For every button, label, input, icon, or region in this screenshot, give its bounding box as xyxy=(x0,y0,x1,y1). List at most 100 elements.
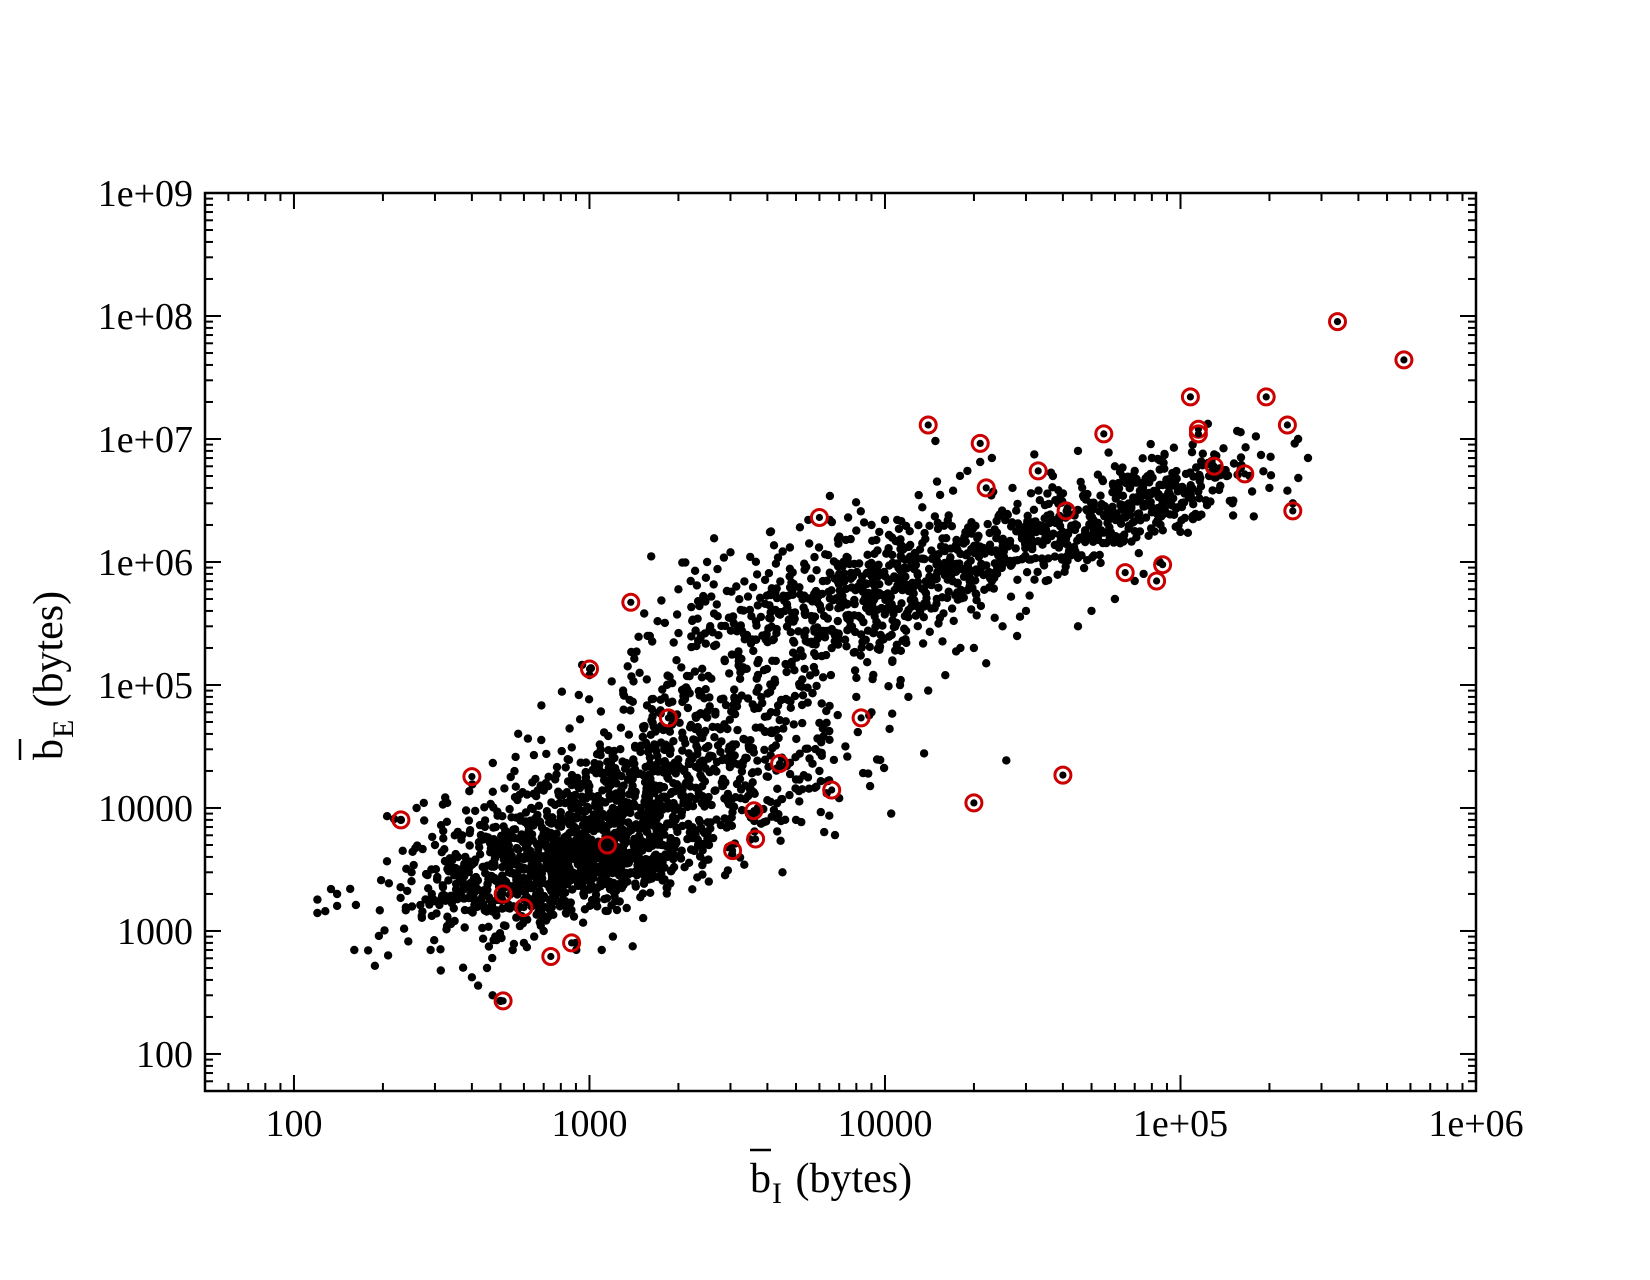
scatter-point xyxy=(1020,539,1030,549)
scatter-point xyxy=(1095,550,1104,560)
scatter-point xyxy=(1266,471,1276,480)
scatter-point xyxy=(628,774,637,784)
scatter-point xyxy=(879,763,889,773)
scatter-point xyxy=(798,651,807,661)
scatter-point xyxy=(785,790,794,800)
scatter-point xyxy=(657,596,666,605)
scatter-point xyxy=(572,812,582,821)
scatter-point xyxy=(772,624,781,634)
scatter-point xyxy=(635,824,644,833)
scatter-point xyxy=(740,735,749,744)
scatter-point xyxy=(966,556,975,565)
scatter-point xyxy=(523,915,532,924)
scatter-point xyxy=(808,689,817,698)
scatter-point xyxy=(1186,481,1195,490)
scatter-point xyxy=(531,814,540,823)
scatter-point xyxy=(1025,591,1034,600)
scatter-point xyxy=(1073,622,1083,631)
highlighted-point xyxy=(964,793,984,813)
scatter-point xyxy=(1022,568,1032,577)
scatter-point xyxy=(442,817,452,826)
scatter-point xyxy=(427,911,436,921)
scatter-point xyxy=(431,865,441,874)
x-tick-label: 1e+06 xyxy=(1428,1103,1523,1145)
scatter-point xyxy=(1109,538,1119,547)
scatter-point xyxy=(773,553,783,562)
scatter-point xyxy=(612,851,621,860)
scatter-point xyxy=(956,587,966,596)
scatter-point xyxy=(853,727,862,737)
scatter-point xyxy=(825,603,834,612)
scatter-point xyxy=(1042,536,1052,545)
scatter-point xyxy=(668,819,677,828)
scatter-point xyxy=(669,737,678,746)
scatter-point xyxy=(623,662,632,671)
scatter-point xyxy=(488,953,497,963)
scatter-point xyxy=(906,540,915,550)
scatter-point xyxy=(885,724,894,734)
scatter-point xyxy=(825,568,834,577)
scatter-point xyxy=(396,893,405,903)
scatter-point xyxy=(595,818,604,828)
scatter-point xyxy=(623,760,632,769)
scatter-point xyxy=(967,529,976,538)
scatter-point xyxy=(972,565,981,574)
scatter-point xyxy=(874,643,883,653)
highlighted-point xyxy=(746,829,766,849)
highlighted-point xyxy=(1277,415,1297,435)
scatter-point xyxy=(703,827,712,837)
scatter-point xyxy=(451,863,460,873)
scatter-point xyxy=(553,837,562,846)
scatter-point xyxy=(865,642,874,652)
scatter-point xyxy=(856,630,866,639)
scatter-point xyxy=(564,843,574,853)
scatter-point xyxy=(627,672,636,681)
scatter-point xyxy=(507,851,516,860)
scatter-point xyxy=(326,884,336,894)
scatter-point xyxy=(459,885,468,894)
scatter-point xyxy=(972,611,981,620)
scatter-point xyxy=(942,534,951,543)
scatter-point xyxy=(1247,487,1257,496)
scatter-point xyxy=(778,547,787,556)
scatter-point xyxy=(822,576,832,585)
scatter-point xyxy=(468,908,477,917)
scatter-point xyxy=(685,723,695,732)
scatter-point xyxy=(647,552,656,561)
scatter-point xyxy=(460,923,469,932)
scatter-point xyxy=(833,710,842,720)
tick-labels-layer: 100 1000 10000 1e+05 1e+06 100 1000 10000 1e+05 1… xyxy=(98,173,1524,1145)
scatter-point xyxy=(501,921,510,931)
scatter-point xyxy=(1150,527,1159,536)
scatter-point xyxy=(931,436,940,446)
scatter-point xyxy=(932,599,941,609)
scatter-point xyxy=(1094,518,1103,528)
scatter-point xyxy=(513,795,522,805)
scatter-point xyxy=(1043,489,1052,498)
scatter-point xyxy=(1012,506,1021,515)
highlight-ring xyxy=(770,754,790,773)
scatter-point xyxy=(940,546,949,556)
scatter-point xyxy=(1146,439,1155,449)
scatter-point xyxy=(800,609,809,618)
scatter-point xyxy=(1050,540,1060,550)
scatter-point xyxy=(882,549,891,558)
highlight-center xyxy=(1062,507,1070,515)
scatter-point xyxy=(639,913,648,923)
scatter-point xyxy=(835,569,844,579)
scatter-point xyxy=(711,640,721,649)
scatter-point xyxy=(750,704,759,713)
scatter-point xyxy=(693,722,702,732)
scatter-point xyxy=(1063,530,1073,539)
scatter-point xyxy=(897,599,906,608)
scatter-point xyxy=(724,745,733,755)
scatter-point xyxy=(946,553,955,562)
scatter-point xyxy=(652,815,661,824)
scatter-point xyxy=(680,765,689,774)
scatter-point xyxy=(466,878,476,887)
scatter-point xyxy=(1187,494,1197,504)
scatter-point xyxy=(709,580,718,589)
scatter-point xyxy=(896,675,905,685)
highlighted-point xyxy=(822,780,842,800)
scatter-point xyxy=(570,801,579,811)
